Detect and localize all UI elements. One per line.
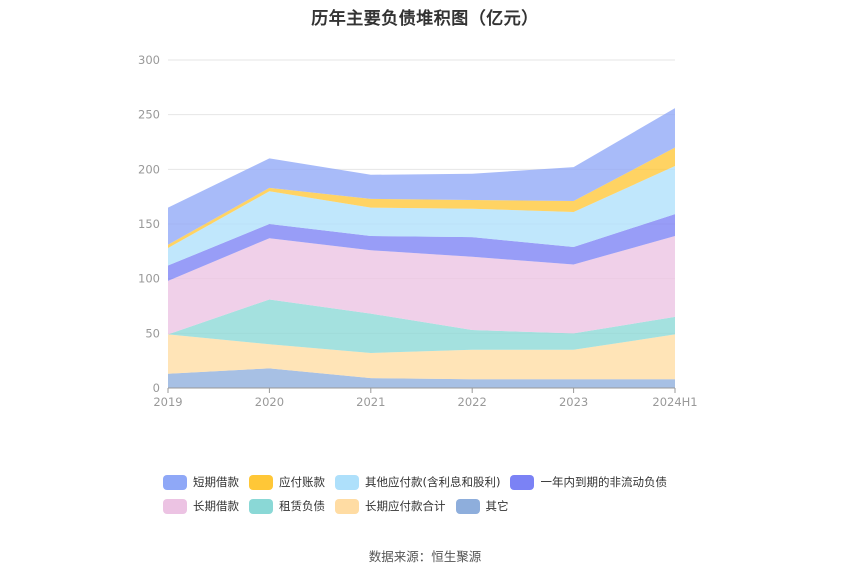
y-tick-label: 0: [153, 381, 160, 395]
legend-item[interactable]: 应付账款: [249, 474, 325, 490]
legend-item[interactable]: 租赁负债: [249, 498, 325, 514]
legend-item[interactable]: 长期借款: [163, 498, 239, 514]
legend-swatch: [249, 474, 273, 490]
legend-item[interactable]: 其它: [455, 498, 509, 514]
legend-item[interactable]: 其他应付款(含利息和股利): [335, 474, 500, 490]
y-tick-label: 200: [138, 162, 160, 176]
x-tick-label: 2024H1: [652, 395, 697, 409]
legend-swatch: [510, 474, 535, 490]
y-tick-label: 250: [138, 108, 160, 122]
y-tick-label: 150: [138, 217, 160, 231]
legend: 短期借款 应付账款 其他应付款(含利息和股利) 一年内到期的非流动负债长期借款 租赁负债…: [163, 472, 723, 520]
legend-row: 长期借款 租赁负债 长期应付款合计 其它: [163, 496, 723, 516]
series-area-1: [168, 368, 675, 388]
legend-swatch: [249, 498, 273, 514]
legend-label: 其它: [485, 499, 509, 513]
legend-label: 一年内到期的非流动负债: [540, 475, 667, 489]
series-areas: [168, 108, 675, 388]
legend-label: 长期借款: [193, 499, 239, 513]
chart-title: 历年主要负债堆积图（亿元）: [311, 9, 539, 29]
y-tick-label: 100: [138, 272, 160, 286]
legend-item[interactable]: 短期借款: [163, 474, 239, 490]
series-area-4: [168, 236, 675, 335]
x-tick-label: 2022: [458, 395, 487, 409]
x-tick-label: 2021: [356, 395, 385, 409]
legend-label: 应付账款: [279, 475, 325, 489]
legend-label: 其他应付款(含利息和股利): [365, 475, 501, 489]
x-tick-label: 2023: [559, 395, 588, 409]
data-source-note: 数据来源：恒生聚源: [368, 549, 482, 564]
x-tick-label: 2019: [153, 395, 182, 409]
axes: 0 50 100 150 200 250 300 2019 2020 2021 2022 2023 20…: [138, 53, 698, 409]
legend-label: 短期借款: [193, 475, 239, 489]
series-area-3: [168, 299, 675, 354]
x-tick-label: 2020: [255, 395, 284, 409]
legend-swatch: [455, 498, 480, 514]
legend-swatch: [163, 498, 187, 514]
series-area-8: [168, 108, 675, 245]
legend-item[interactable]: 一年内到期的非流动负债: [510, 474, 667, 490]
legend-item[interactable]: 长期应付款合计: [335, 498, 446, 514]
legend-row: 短期借款 应付账款 其他应付款(含利息和股利) 一年内到期的非流动负债: [163, 472, 723, 492]
legend-label: 长期应付款合计: [365, 499, 446, 513]
y-tick-label: 300: [138, 53, 160, 67]
series-area-2: [168, 334, 675, 380]
series-area-6: [168, 166, 675, 266]
legend-label: 租赁负债: [279, 499, 325, 513]
legend-swatch: [163, 474, 187, 490]
legend-swatch: [335, 474, 359, 490]
series-area-5: [168, 214, 675, 281]
y-tick-label: 50: [145, 326, 160, 340]
legend-swatch: [335, 498, 359, 514]
